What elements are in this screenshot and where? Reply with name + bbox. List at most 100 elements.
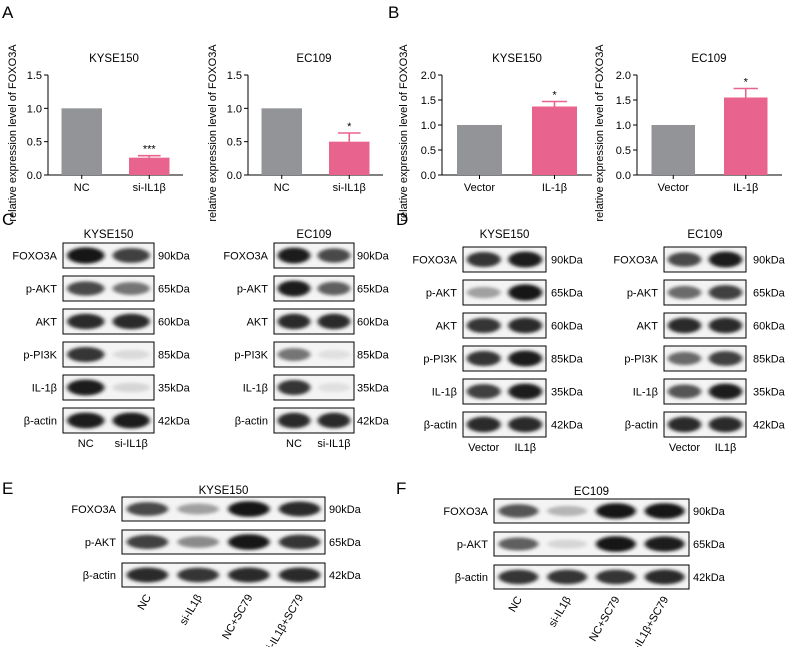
blot-band <box>277 348 311 361</box>
molecular-weight-label: 60kDa <box>158 317 191 329</box>
blot-band <box>644 503 685 519</box>
blot-band <box>508 284 543 301</box>
molecular-weight-label: 65kDa <box>753 288 786 300</box>
x-tick-label: Vector <box>658 182 690 194</box>
y-axis-label: relative expression level of FOXO3A <box>594 44 606 222</box>
molecular-weight-label: 42kDa <box>693 572 726 584</box>
panel-letter-f: F <box>396 479 406 498</box>
blot-band <box>228 534 270 550</box>
y-tick-label: 0.0 <box>616 170 631 182</box>
blot-band <box>466 384 501 399</box>
blot-band <box>498 504 539 518</box>
x-tick-label: IL-1β <box>733 182 758 194</box>
molecular-weight-label: 90kDa <box>158 251 191 263</box>
molecular-weight-label: 35kDa <box>551 387 584 399</box>
blot-band <box>498 537 539 551</box>
blot-band <box>67 412 105 429</box>
protein-label: p-AKT <box>627 288 658 300</box>
protein-label: FOXO3A <box>613 255 658 267</box>
protein-label: p-AKT <box>237 284 268 296</box>
bar-chart-ec109-knockdown: 0.0 0.5 1.0 1.5 EC109 relative expression lev… <box>207 44 383 222</box>
protein-label: p-PI3K <box>423 354 457 366</box>
blot-band <box>277 379 311 396</box>
molecular-weight-label: 90kDa <box>693 506 726 518</box>
molecular-weight-label: 65kDa <box>357 284 390 296</box>
blot-band <box>67 346 105 363</box>
bar-chart-kyse150-knockdown: 0.0 0.5 1.0 1.5 KYSE150 relative expression l… <box>7 44 183 222</box>
blot-band <box>228 567 270 583</box>
blot-band <box>708 416 743 433</box>
bar <box>457 125 502 175</box>
molecular-weight-label: 42kDa <box>329 570 362 582</box>
protein-label: β-actin <box>83 570 116 582</box>
protein-label: AKT <box>36 317 58 329</box>
lane-label: si-IL1β <box>178 593 205 628</box>
bar <box>651 125 695 175</box>
significance-label: * <box>552 90 557 102</box>
y-tick-label: 1.0 <box>27 103 42 115</box>
y-tick-label: 0.5 <box>616 145 631 157</box>
blot-band <box>317 281 351 296</box>
blot-band <box>126 534 169 550</box>
protein-label: β-actin <box>424 420 457 432</box>
y-tick-label: 1.0 <box>616 120 631 132</box>
y-tick-label: 2.0 <box>421 70 436 82</box>
lane-label: si-IL1β <box>115 438 148 450</box>
blot-band <box>508 383 543 400</box>
y-tick-label: 1.5 <box>616 95 631 107</box>
protein-label: IL-1β <box>243 383 268 395</box>
western-blot-ec109-sc79-rescue: EC109 FOXO3A 90kDa p-AKT 65kDa β-actin 42kDa NC… <box>443 486 725 647</box>
y-tick-label: 1.5 <box>421 95 436 107</box>
blot-band <box>667 285 702 300</box>
blot-band <box>547 505 588 517</box>
blot-band <box>126 502 169 516</box>
lane-label: NC <box>286 438 302 450</box>
blot-band <box>667 416 702 433</box>
protein-label: IL-1β <box>32 383 57 395</box>
y-tick-label: 1.0 <box>227 103 242 115</box>
blot-band <box>177 567 219 583</box>
lane-label: si-IL1β+SC79 <box>627 595 671 647</box>
blot-band <box>466 416 501 433</box>
blot-band <box>708 251 743 268</box>
blot-band <box>667 384 702 399</box>
lane-label: NC <box>78 438 94 450</box>
western-blot-kyse150-sc79-rescue: KYSE150 FOXO3A 90kDa p-AKT 65kDa β-actin 42kDa… <box>71 485 361 647</box>
chart-title: EC109 <box>296 53 331 65</box>
blot-band <box>228 501 270 517</box>
protein-label: p-AKT <box>26 284 57 296</box>
significance-label: * <box>744 77 749 89</box>
blot-band <box>547 569 588 585</box>
blot-band <box>595 503 636 519</box>
x-tick-label: si-IL1β <box>133 182 166 194</box>
blot-band <box>277 280 311 297</box>
blot-band <box>667 351 702 366</box>
protein-label: β-actin <box>625 420 658 432</box>
blot-band <box>277 313 311 330</box>
x-tick-label: IL-1β <box>542 182 567 194</box>
bar-chart-ec109-overexpression: 0.0 0.5 1.0 1.5 2.0 EC109 relative expression … <box>594 44 782 222</box>
blot-band <box>112 382 150 393</box>
blot-band <box>126 567 169 583</box>
y-tick-label: 0.0 <box>421 170 436 182</box>
protein-label: FOXO3A <box>412 255 457 267</box>
blot-band <box>278 534 321 550</box>
chart-title: KYSE150 <box>492 53 542 65</box>
protein-label: AKT <box>436 321 458 333</box>
bar <box>129 157 170 175</box>
blot-band <box>466 251 501 268</box>
protein-label: β-actin <box>235 416 268 428</box>
blot-band <box>177 503 219 515</box>
lane-label: Vector <box>468 442 500 454</box>
molecular-weight-label: 60kDa <box>357 317 390 329</box>
western-blot-ec109-overexpression: EC109 FOXO3A 90kDa p-AKT 65kDa AKT 60kDa p-PI3K… <box>613 229 785 454</box>
western-blot-kyse150-overexpression: KYSE150 FOXO3A 90kDa p-AKT 65kDa AKT 60kDa p-PI… <box>412 229 583 454</box>
protein-label: p-PI3K <box>624 354 658 366</box>
protein-label: FOXO3A <box>443 506 488 518</box>
blot-band <box>508 350 543 367</box>
molecular-weight-label: 65kDa <box>551 288 584 300</box>
molecular-weight-label: 85kDa <box>357 350 390 362</box>
blot-band <box>67 281 105 296</box>
molecular-weight-label: 60kDa <box>551 321 584 333</box>
y-tick-label: 0.5 <box>227 137 242 149</box>
